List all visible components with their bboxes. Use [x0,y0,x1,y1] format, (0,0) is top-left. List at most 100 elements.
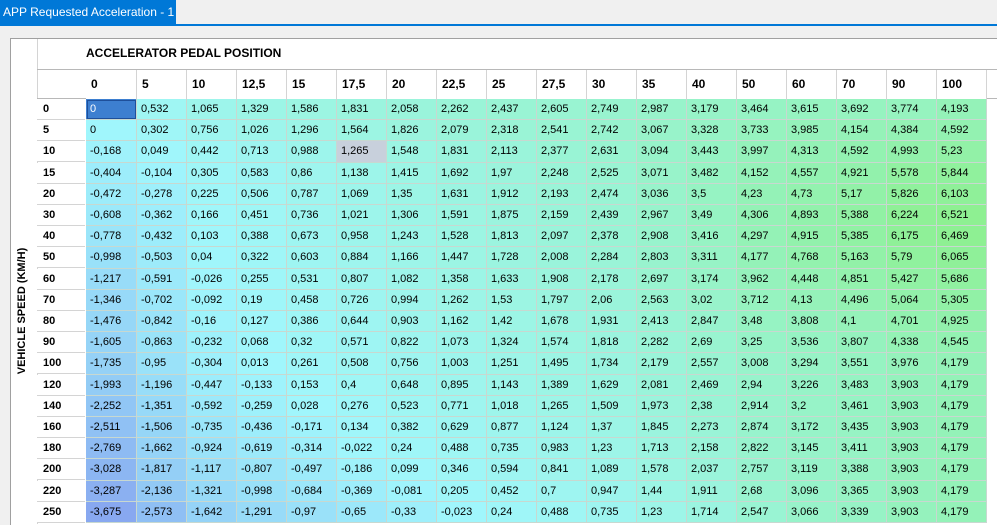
table-cell[interactable]: 1,089 [587,459,637,481]
table-cell[interactable]: 0,24 [387,438,437,459]
table-cell[interactable]: 0,756 [387,353,437,375]
table-cell[interactable]: 2,847 [687,311,737,332]
table-cell[interactable]: 1,713 [637,438,687,459]
table-cell[interactable]: 2,037 [687,459,737,481]
table-cell[interactable]: 3,435 [837,417,887,438]
table-cell[interactable]: -0,924 [187,438,237,459]
table-cell[interactable]: 0,013 [237,353,287,375]
table-cell[interactable]: 3,145 [787,438,837,459]
table-cell[interactable]: 4,338 [887,332,937,353]
table-cell[interactable]: 0,302 [137,120,187,141]
table-cell[interactable]: -0,998 [86,247,137,269]
table-cell[interactable]: -0,092 [187,290,237,311]
table-cell[interactable]: 3,483 [837,375,887,396]
table-cell[interactable]: 1,42 [487,311,537,332]
table-cell[interactable]: 0,726 [337,290,387,311]
table-cell[interactable]: 2,008 [537,247,587,269]
table-cell[interactable]: 4,893 [787,205,837,226]
table-cell[interactable]: 0,583 [237,163,287,184]
table-cell[interactable]: -1,476 [86,311,137,332]
table-cell[interactable]: 0,523 [387,396,437,417]
table-cell[interactable]: -0,807 [237,459,287,481]
table-cell[interactable]: 3,388 [837,459,887,481]
table-cell[interactable]: 4,448 [787,269,837,290]
table-cell[interactable]: 0,958 [337,226,387,247]
table-cell[interactable]: 1,528 [437,226,487,247]
table-cell[interactable]: -0,592 [187,396,237,417]
table-cell[interactable]: 1,931 [587,311,637,332]
table-cell[interactable]: 5,388 [837,205,887,226]
table-cell[interactable]: 2,557 [687,353,737,375]
table-cell[interactable]: 2,113 [487,141,537,163]
table-cell[interactable]: -0,97 [287,502,337,523]
table-cell[interactable]: 3,294 [787,353,837,375]
table-cell[interactable]: 0,19 [237,290,287,311]
table-cell[interactable]: -1,196 [137,375,187,396]
table-cell[interactable]: 1,166 [387,247,437,269]
table-cell[interactable]: 6,065 [937,247,987,269]
table-cell[interactable]: -2,252 [86,396,137,417]
table-cell[interactable]: 0,127 [237,311,287,332]
table-cell[interactable]: 2,94 [737,375,787,396]
table-cell[interactable]: 0,648 [387,375,437,396]
table-cell[interactable]: 2,469 [687,375,737,396]
table-cell[interactable]: 0,877 [487,417,537,438]
table-cell[interactable]: 3,807 [837,332,887,353]
table-cell[interactable]: -0,432 [137,226,187,247]
table-cell[interactable]: 2,079 [437,120,487,141]
table-cell[interactable]: 0,049 [137,141,187,163]
table-cell[interactable]: 4,179 [937,481,987,502]
table-cell[interactable]: 1,069 [337,184,387,205]
table-cell[interactable]: 1,306 [387,205,437,226]
table-cell[interactable]: 3,179 [687,99,737,120]
table-cell[interactable]: -0,168 [86,141,137,163]
table-cell[interactable]: -0,232 [187,332,237,353]
table-cell[interactable]: -0,16 [187,311,237,332]
table-cell[interactable]: -0,023 [437,502,487,523]
table-cell[interactable]: -0,259 [237,396,287,417]
table-cell[interactable]: 5,844 [937,163,987,184]
table-cell[interactable]: 1,143 [487,375,537,396]
table-cell[interactable]: -0,608 [86,205,137,226]
table-cell[interactable]: 2,563 [637,290,687,311]
table-cell[interactable]: 2,474 [587,184,637,205]
table-cell[interactable]: 1,073 [437,332,487,353]
table-cell[interactable]: 1,265 [537,396,587,417]
table-cell[interactable]: 3,071 [637,163,687,184]
table-cell[interactable]: 4,179 [937,396,987,417]
table-cell[interactable]: -2,769 [86,438,137,459]
table-cell[interactable]: 1,495 [537,353,587,375]
table-cell[interactable]: -2,573 [137,502,187,523]
table-cell[interactable]: 3,066 [787,502,837,523]
table-cell[interactable]: -0,619 [237,438,287,459]
table-cell[interactable]: -0,95 [137,353,187,375]
table-cell[interactable]: 3,903 [887,459,937,481]
table-cell[interactable]: -3,028 [86,459,137,481]
table-cell[interactable]: -1,817 [137,459,187,481]
table-cell[interactable]: 1,265 [337,141,387,163]
table-cell[interactable]: -1,351 [137,396,187,417]
table-cell[interactable]: 6,469 [937,226,987,247]
table-cell[interactable]: 2,081 [637,375,687,396]
table-cell[interactable]: 3,692 [837,99,887,120]
table-cell[interactable]: 4,384 [887,120,937,141]
table-cell[interactable]: -0,998 [237,481,287,502]
table-cell[interactable]: 2,742 [587,120,637,141]
table-cell[interactable]: 5,79 [887,247,937,269]
table-cell[interactable]: 2,757 [737,459,787,481]
table-cell[interactable]: 1,586 [287,99,337,120]
table-cell[interactable]: 1,23 [587,438,637,459]
table-cell[interactable]: 1,082 [387,269,437,290]
table-cell[interactable]: 0,822 [387,332,437,353]
table-cell[interactable]: 2,605 [537,99,587,120]
table-cell[interactable]: 0,134 [337,417,387,438]
table-cell[interactable]: 1,37 [587,417,637,438]
table-cell[interactable]: 3,172 [787,417,837,438]
table-cell[interactable]: 3,903 [887,438,937,459]
table-cell[interactable]: 4,557 [787,163,837,184]
table-cell[interactable]: 2,987 [637,99,687,120]
table-cell[interactable]: 1,026 [237,120,287,141]
table-cell[interactable]: 1,23 [637,502,687,523]
table-cell[interactable]: -1,605 [86,332,137,353]
table-cell[interactable]: 0,32 [287,332,337,353]
